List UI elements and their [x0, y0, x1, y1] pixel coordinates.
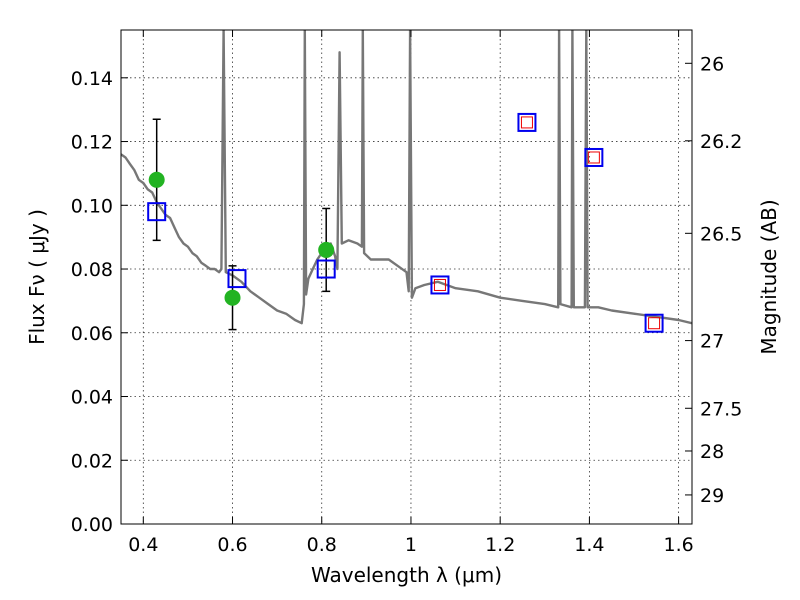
mag-tick-label: 27.5 — [700, 398, 742, 420]
model-point — [584, 147, 604, 167]
axes: 0.4 0.6 0.8 1 1.2 1.4 1.6 0.00 0.02 0.04 0.06 0.08 0… — [71, 30, 742, 556]
y-tick-label: 0.12 — [71, 132, 113, 154]
y-tick-label: 0.06 — [71, 323, 113, 345]
y-tick-label: 0.04 — [71, 387, 113, 409]
x-tick-label: 0.4 — [128, 534, 158, 556]
y-tick-label: 0.02 — [71, 450, 113, 472]
observed-point — [224, 289, 241, 306]
mag-tick-label: 26.2 — [700, 131, 742, 153]
model-point — [430, 275, 450, 295]
x-tick-label: 0.8 — [307, 534, 337, 556]
y-tick-label: 0.10 — [71, 195, 113, 217]
x-tick-label: 1 — [405, 534, 417, 556]
model-point-inner — [587, 151, 600, 164]
y-axis-label: Flux Fν ( μJy ) — [25, 209, 49, 345]
y-tick-label: 0.00 — [71, 514, 113, 536]
mag-tick-label: 26.5 — [700, 223, 742, 245]
y-tick-label: 0.08 — [71, 259, 113, 281]
model-point-inner — [648, 317, 661, 330]
y-tick-label: 0.14 — [71, 68, 113, 90]
model-point — [644, 313, 664, 333]
model-point — [147, 202, 167, 222]
x-tick-label: 1.4 — [574, 534, 604, 556]
mag-tick-label: 29 — [700, 485, 724, 507]
observed-point — [148, 171, 165, 188]
x-tick-label: 1.2 — [485, 534, 515, 556]
model-point — [227, 269, 247, 289]
y2-axis-label: Magnitude (AB) — [757, 199, 781, 354]
x-tick-label: 1.6 — [664, 534, 694, 556]
plot-frame — [120, 29, 693, 525]
spectrum-line — [121, 30, 692, 325]
mag-tick-label: 27 — [700, 331, 724, 353]
observed-point — [318, 241, 335, 258]
mag-tick-label: 26 — [700, 53, 724, 75]
x-tick-label: 0.6 — [217, 534, 247, 556]
x-axis-label: Wavelength λ (μm) — [311, 563, 502, 587]
series — [121, 30, 692, 333]
mag-tick-label: 28 — [700, 441, 724, 463]
model-point-inner — [520, 116, 533, 129]
model-point-inner — [433, 278, 446, 291]
model-point — [517, 112, 537, 132]
model-point — [316, 259, 336, 279]
